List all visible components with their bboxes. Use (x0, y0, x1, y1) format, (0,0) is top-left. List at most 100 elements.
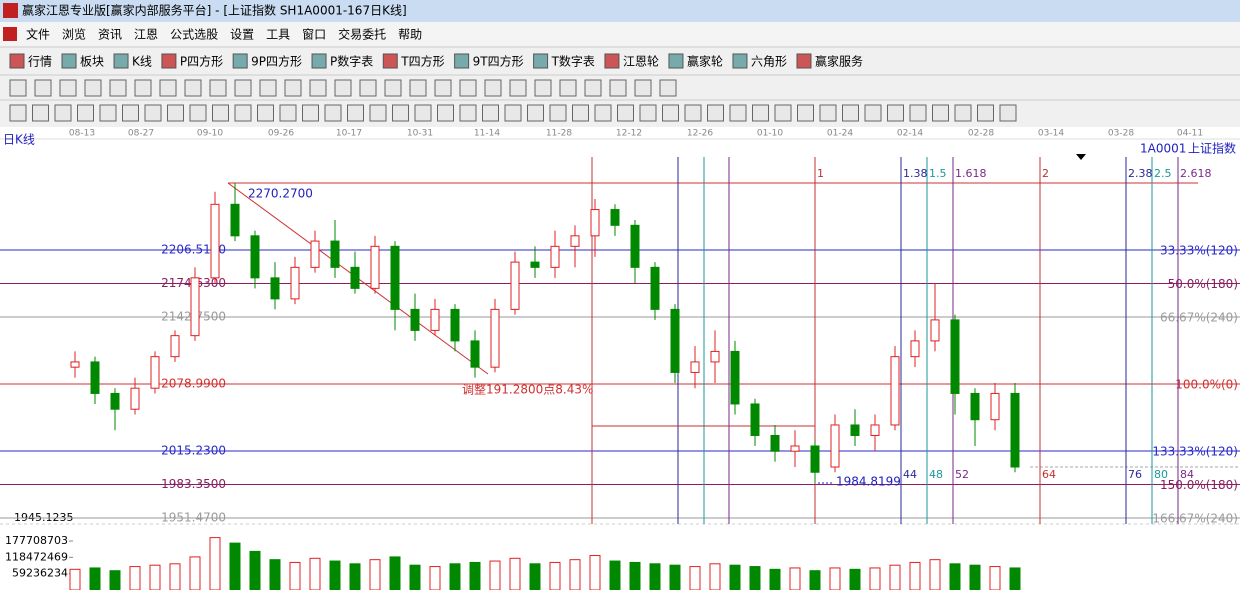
toolbar-button[interactable]: P四方形 (180, 54, 223, 69)
tool-icon[interactable] (909, 104, 927, 122)
tool-icon[interactable] (109, 79, 127, 97)
tool-icon[interactable] (504, 104, 522, 122)
tool-icon[interactable] (134, 79, 152, 97)
tool-icon[interactable] (707, 104, 724, 122)
toolbar-button[interactable]: P数字表 (330, 54, 373, 69)
tool-icon[interactable] (159, 79, 177, 97)
toolbar-button[interactable]: 赢家轮 (687, 54, 723, 69)
tool-icon[interactable] (609, 79, 627, 97)
tool-icon[interactable] (572, 104, 589, 122)
toolbar-button[interactable]: 9P四方形 (251, 54, 302, 69)
menu-item[interactable]: 窗口 (302, 28, 326, 42)
tool-icon[interactable] (932, 104, 949, 122)
tool-icon[interactable] (144, 104, 162, 122)
tool-icon[interactable] (434, 79, 452, 97)
tool-icon[interactable] (84, 79, 102, 97)
tool-icon[interactable] (409, 79, 427, 97)
tool-icon[interactable] (259, 79, 277, 97)
tool-icon[interactable] (234, 104, 252, 122)
tool-icon[interactable] (167, 104, 184, 122)
tool-icon[interactable] (184, 79, 202, 97)
tool-icon[interactable] (384, 79, 402, 97)
tool-icon[interactable] (437, 104, 454, 122)
toolbar-button[interactable]: 江恩轮 (623, 55, 659, 69)
tool-icon[interactable] (324, 104, 342, 122)
tool-icon[interactable] (414, 104, 432, 122)
tool-icon[interactable] (484, 79, 502, 97)
tool-icon[interactable] (509, 79, 527, 97)
menu-item[interactable]: 工具 (266, 28, 290, 42)
tool-icon[interactable] (9, 104, 27, 122)
menu-item[interactable]: 帮助 (398, 28, 422, 42)
tool-icon[interactable] (122, 104, 139, 122)
toolbar-button[interactable]: 9T四方形 (473, 54, 524, 69)
tool-icon[interactable] (662, 104, 679, 122)
tool-icon[interactable] (284, 79, 302, 97)
tool-icon[interactable] (729, 104, 747, 122)
tool-icon[interactable] (279, 104, 297, 122)
menu-item[interactable]: 资讯 (98, 28, 122, 42)
volume-bar (469, 561, 481, 590)
tool-icon[interactable] (9, 79, 27, 97)
tool-icon[interactable] (752, 104, 769, 122)
tool-icon[interactable] (527, 104, 544, 122)
tool-icon[interactable] (189, 104, 207, 122)
menu-item[interactable]: 江恩 (134, 28, 158, 42)
tool-icon[interactable] (977, 104, 994, 122)
tool-icon[interactable] (617, 104, 634, 122)
tool-icon[interactable] (77, 104, 94, 122)
tool-icon[interactable] (34, 79, 52, 97)
tool-icon[interactable] (559, 79, 577, 97)
tool-icon[interactable] (639, 104, 657, 122)
tool-icon[interactable] (234, 79, 252, 97)
tool-icon[interactable] (459, 79, 477, 97)
tool-icon[interactable] (819, 104, 837, 122)
tool-icon[interactable] (584, 79, 602, 97)
tool-icon[interactable] (347, 104, 364, 122)
menu-item[interactable]: 交易委托 (338, 27, 386, 42)
tool-icon[interactable] (209, 79, 227, 97)
tool-icon[interactable] (999, 104, 1017, 122)
menu-item[interactable]: 设置 (230, 28, 254, 42)
tool-icon[interactable] (54, 104, 72, 122)
toolbar-button[interactable]: T数字表 (551, 54, 595, 69)
tool-icon[interactable] (309, 79, 327, 97)
tool-icon[interactable] (659, 79, 677, 97)
toolbar-icon (454, 53, 470, 69)
tool-icon[interactable] (459, 104, 477, 122)
candle-body (610, 209, 620, 226)
tool-icon[interactable] (774, 104, 792, 122)
tool-icon[interactable] (549, 104, 567, 122)
tool-icon[interactable] (257, 104, 274, 122)
menu-item[interactable]: 浏览 (62, 27, 86, 42)
menu-item[interactable]: 公式选股 (170, 28, 218, 42)
volume-bar (889, 564, 901, 590)
tool-icon[interactable] (334, 79, 352, 97)
tool-icon[interactable] (594, 104, 612, 122)
tool-icon[interactable] (302, 104, 319, 122)
toolbar-button[interactable]: T四方形 (400, 54, 444, 69)
tool-icon[interactable] (534, 79, 552, 97)
tool-icon[interactable] (954, 104, 972, 122)
tool-icon[interactable] (887, 104, 904, 122)
tool-icon[interactable] (684, 104, 702, 122)
tool-icon[interactable] (482, 104, 499, 122)
tool-icon[interactable] (59, 79, 77, 97)
tool-icon[interactable] (359, 79, 377, 97)
toolbar-button[interactable]: 赢家服务 (815, 54, 863, 69)
tool-icon[interactable] (369, 104, 387, 122)
toolbar-button[interactable]: 行情 (28, 55, 52, 69)
tool-icon[interactable] (212, 104, 229, 122)
menu-item[interactable]: 文件 (26, 27, 50, 42)
tool-icon[interactable] (99, 104, 117, 122)
toolbar-button[interactable]: 六角形 (751, 55, 787, 69)
date-label: 12-26 (687, 129, 713, 139)
tool-icon[interactable] (392, 104, 409, 122)
tool-icon[interactable] (864, 104, 882, 122)
tool-icon[interactable] (32, 104, 49, 122)
toolbar-button[interactable]: 板块 (80, 55, 104, 69)
toolbar-button[interactable]: K线 (132, 55, 152, 69)
tool-icon[interactable] (634, 79, 652, 97)
tool-icon[interactable] (797, 104, 814, 122)
tool-icon[interactable] (842, 104, 859, 122)
